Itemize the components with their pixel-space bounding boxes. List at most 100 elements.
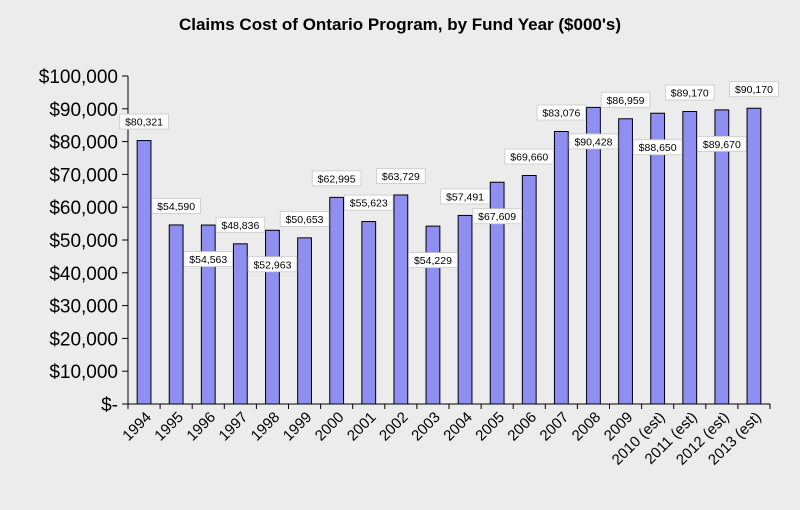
chart-title: Claims Cost of Ontario Program, by Fund …	[179, 15, 621, 34]
data-label-text: $54,229	[414, 255, 452, 267]
data-label-box	[600, 91, 651, 108]
data-label-box	[632, 139, 683, 156]
x-tick-label: 2003	[408, 409, 444, 445]
data-label-text: $62,995	[318, 173, 356, 185]
data-label-text: $55,623	[350, 198, 388, 210]
bar	[682, 111, 698, 405]
data-label-text: $90,170	[735, 84, 773, 96]
data-label: $52,963	[247, 256, 298, 273]
bar	[521, 175, 537, 405]
data-label-text: $57,491	[446, 191, 484, 203]
data-label: $54,563	[183, 251, 233, 267]
data-label-box	[343, 194, 394, 211]
x-tick-label: 1999	[280, 409, 316, 445]
y-tick-label: $30,000	[49, 297, 118, 318]
bar	[586, 106, 601, 405]
data-label-text: $63,729	[382, 171, 420, 183]
bar	[136, 140, 152, 405]
bar	[168, 224, 184, 405]
data-label: $63,729	[376, 168, 426, 184]
x-axis: 1994199519961997199819992000200120022003…	[119, 403, 771, 469]
data-label: $54,590	[151, 198, 201, 214]
x-tick-label: 1994	[119, 409, 155, 445]
data-label: $48,836	[215, 216, 266, 233]
x-tick-label: 2006	[504, 409, 540, 445]
data-label-text: $67,609	[478, 211, 516, 223]
data-label-text: $80,321	[125, 117, 163, 129]
data-label-box	[151, 198, 201, 214]
data-label-text: $69,660	[510, 152, 548, 164]
bar	[232, 243, 248, 405]
data-label-box	[408, 252, 458, 269]
bar	[746, 107, 762, 405]
bars	[136, 106, 762, 405]
data-label: $54,229	[408, 252, 458, 269]
data-label: $55,623	[343, 194, 394, 211]
data-label-box	[376, 168, 426, 184]
y-tick-label: $20,000	[49, 329, 118, 350]
data-label-box	[472, 208, 522, 225]
data-label: $90,428	[568, 133, 619, 150]
data-label: $57,491	[440, 188, 490, 205]
x-tick-label: 2004	[440, 409, 476, 445]
bar	[329, 196, 345, 405]
y-tick-label: $10,000	[49, 362, 118, 383]
y-tick-label: $-	[101, 395, 118, 416]
x-tick-label: 2005	[472, 409, 508, 445]
data-label-box	[311, 170, 362, 187]
x-tick-label: 1998	[248, 409, 284, 445]
data-label: $88,650	[632, 139, 683, 156]
data-label: $69,660	[504, 148, 554, 165]
data-label: $80,321	[119, 113, 169, 130]
bar	[265, 229, 280, 405]
data-label-text: $90,428	[574, 136, 612, 148]
data-label-text: $86,959	[607, 95, 645, 107]
bar	[393, 194, 409, 405]
data-label-box	[279, 210, 330, 227]
bar	[457, 214, 473, 405]
data-label: $67,609	[472, 208, 522, 225]
data-label-box	[697, 135, 747, 152]
y-tick-label: $40,000	[49, 264, 118, 285]
data-label-text: $89,670	[703, 139, 741, 151]
bar	[650, 112, 666, 405]
y-tick-label: $80,000	[49, 133, 118, 154]
data-label: $90,170	[729, 81, 779, 98]
data-label: $62,995	[311, 170, 362, 187]
x-tick-label: 2001	[344, 409, 380, 445]
data-label-text: $89,170	[671, 88, 709, 100]
data-label: $83,076	[536, 104, 587, 121]
data-label: $86,959	[600, 91, 651, 108]
data-label-text: $83,076	[542, 108, 580, 120]
bar	[553, 131, 569, 405]
x-tick-label: 2002	[376, 409, 412, 445]
data-label-text: $54,563	[189, 254, 227, 266]
data-label: $89,670	[697, 135, 747, 152]
data-label-box	[568, 133, 619, 150]
y-tick-label: $100,000	[39, 67, 118, 88]
data-label-text: $50,653	[286, 214, 324, 226]
y-tick-label: $50,000	[49, 231, 118, 252]
x-tick-label: 1997	[216, 409, 252, 445]
data-label: $89,170	[665, 84, 715, 101]
data-label-box	[183, 251, 233, 267]
data-label: $50,653	[279, 210, 330, 227]
bar	[714, 109, 730, 405]
x-tick-label: 2000	[312, 409, 348, 445]
x-tick-label: 1996	[183, 409, 219, 445]
data-label-text: $88,650	[639, 142, 677, 154]
x-tick-label: 2008	[569, 409, 605, 445]
bar	[297, 237, 312, 405]
data-label-text: $52,963	[253, 259, 291, 271]
x-tick-label: 2007	[537, 409, 573, 445]
data-label-box	[440, 188, 490, 205]
bar	[361, 221, 377, 405]
data-label-box	[215, 216, 266, 233]
data-label-box	[119, 113, 169, 130]
y-tick-label: $70,000	[49, 165, 118, 186]
y-tick-label: $60,000	[49, 198, 118, 219]
data-label-box	[247, 256, 298, 273]
data-label-text: $48,836	[221, 220, 259, 232]
y-axis: $- $10,000 $20,000 $30,000 $40,000 $50,000 $60…	[39, 67, 129, 416]
